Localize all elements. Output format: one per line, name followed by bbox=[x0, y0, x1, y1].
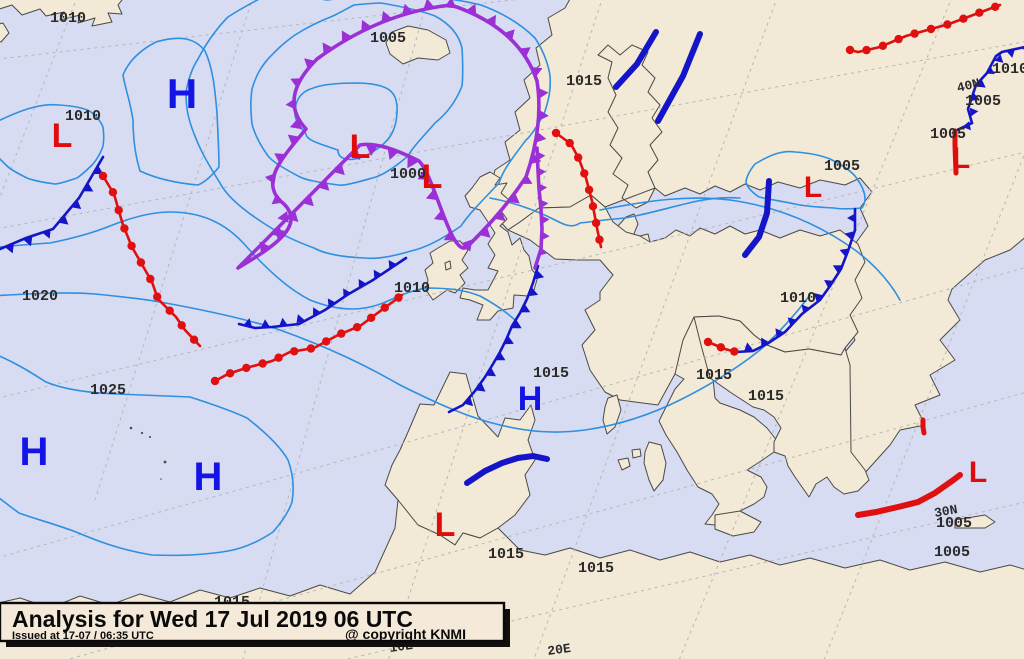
svg-text:L: L bbox=[952, 142, 970, 175]
svg-text:1005: 1005 bbox=[824, 158, 860, 175]
svg-text:H: H bbox=[518, 380, 543, 418]
svg-text:1020: 1020 bbox=[22, 288, 58, 305]
svg-text:1010: 1010 bbox=[394, 280, 430, 297]
svg-text:L: L bbox=[804, 171, 822, 204]
svg-text:1005: 1005 bbox=[930, 126, 966, 143]
svg-text:L: L bbox=[435, 506, 456, 544]
svg-text:@ copyright KNMI: @ copyright KNMI bbox=[345, 626, 466, 642]
svg-text:H: H bbox=[194, 455, 223, 499]
svg-text:L: L bbox=[350, 128, 371, 166]
svg-text:1015: 1015 bbox=[696, 367, 732, 384]
svg-text:1010: 1010 bbox=[992, 61, 1024, 78]
svg-text:L: L bbox=[969, 456, 987, 489]
svg-text:H: H bbox=[20, 430, 49, 474]
svg-text:1010: 1010 bbox=[780, 290, 816, 307]
svg-text:1010: 1010 bbox=[65, 108, 101, 125]
svg-text:Issued at 17-07 / 06:35 UTC: Issued at 17-07 / 06:35 UTC bbox=[12, 630, 154, 642]
svg-text:1025: 1025 bbox=[90, 382, 126, 399]
svg-text:1000: 1000 bbox=[390, 166, 426, 183]
svg-text:1005: 1005 bbox=[934, 544, 970, 561]
svg-text:1015: 1015 bbox=[748, 388, 784, 405]
svg-text:1005: 1005 bbox=[370, 30, 406, 47]
svg-text:1015: 1015 bbox=[578, 560, 614, 577]
svg-text:1005: 1005 bbox=[965, 93, 1001, 110]
svg-text:1010: 1010 bbox=[50, 10, 86, 27]
svg-text:H: H bbox=[167, 70, 197, 117]
svg-text:1015: 1015 bbox=[488, 546, 524, 563]
svg-text:1015: 1015 bbox=[566, 73, 602, 90]
svg-text:1015: 1015 bbox=[533, 365, 569, 382]
